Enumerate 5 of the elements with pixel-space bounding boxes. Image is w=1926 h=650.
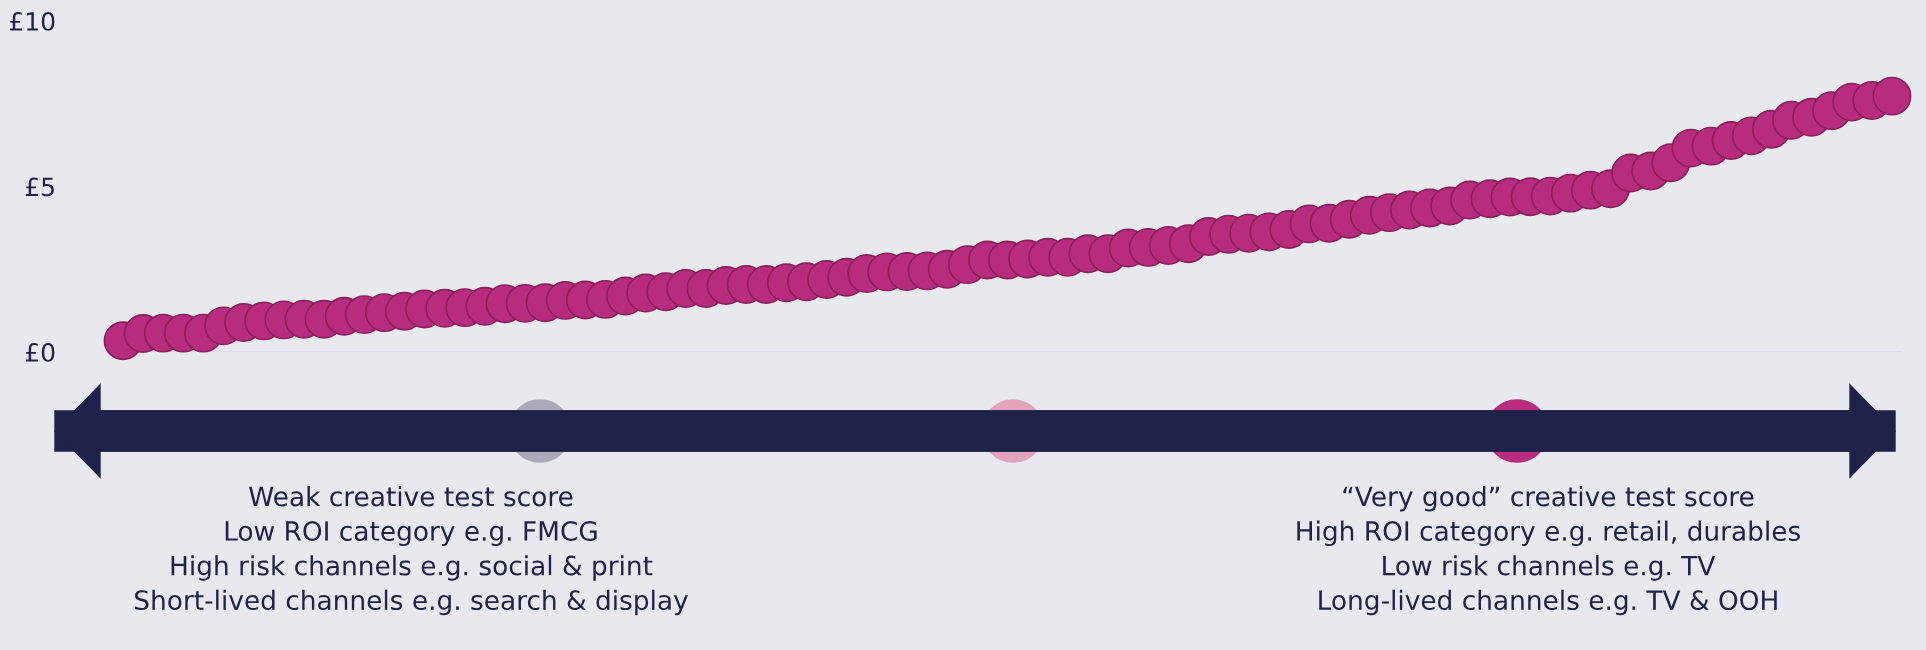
y-tick-label: £10 [9, 11, 55, 31]
y-tick-label: £5 [25, 177, 54, 197]
text: “Very good” creative test score High ROI category e.g. retail, durables Low risk channels e.g. TV Long-lived channels e.g. TV & OOH [1297, 486, 1800, 616]
y-tick-label: £0 [25, 342, 55, 362]
text: Weak creative test score Low ROI category e.g. FMCG High risk channels e.g. social & print Short-lived channels e.g. search & display [135, 486, 688, 616]
